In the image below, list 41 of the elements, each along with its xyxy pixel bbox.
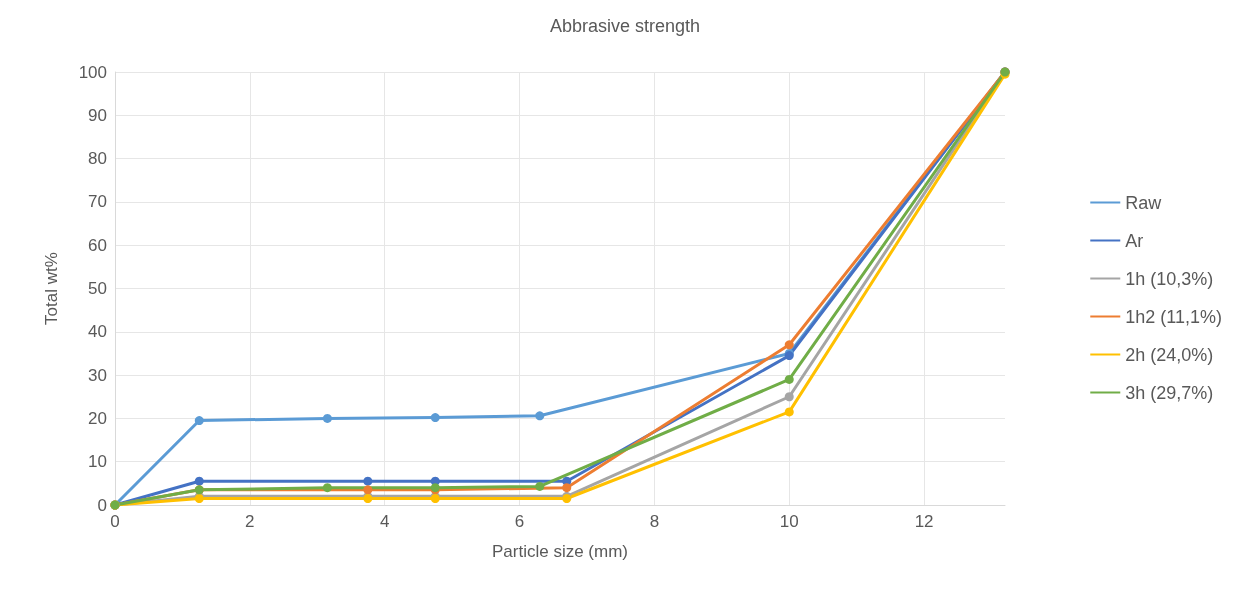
point — [430, 413, 440, 423]
legend-label: Ar — [1125, 230, 1144, 251]
y-tick-label: 100 — [78, 62, 107, 82]
x-tick-label: 0 — [110, 512, 120, 531]
y-tick-label: 70 — [88, 192, 107, 212]
y-tick-label: 90 — [88, 105, 107, 125]
y-tick-label: 40 — [88, 322, 107, 342]
y-tick-label: 10 — [88, 452, 107, 472]
x-tick-label: 2 — [245, 512, 255, 531]
y-tick-label: 0 — [97, 495, 107, 515]
point — [322, 413, 332, 423]
legend-label: 2h (24,0%) — [1125, 344, 1214, 365]
x-tick-label: 4 — [379, 512, 390, 531]
y-tick-label: 30 — [88, 365, 107, 385]
legend-label: 1h (10,3%) — [1125, 268, 1214, 289]
y-tick-label: 50 — [88, 279, 107, 298]
y-axis-title: Total wt% — [42, 252, 61, 325]
point — [784, 407, 794, 417]
y-tick-label: 60 — [88, 235, 107, 255]
legend-label: 1h2 (11,1%) — [1125, 306, 1223, 327]
x-tick-label: 6 — [514, 512, 525, 531]
y-tick-label: 80 — [88, 149, 107, 169]
x-tick-label: 10 — [779, 512, 799, 531]
point — [784, 392, 794, 402]
x-tick-label: 8 — [649, 512, 660, 531]
point — [322, 483, 332, 493]
point — [784, 374, 794, 384]
chart-title: Abbrasive strength — [549, 16, 701, 36]
point — [535, 481, 545, 491]
x-tick-label: 12 — [914, 512, 934, 531]
point — [363, 476, 373, 486]
point — [194, 476, 204, 486]
point — [784, 340, 794, 350]
x-axis-title: Particle size (mm) — [491, 542, 629, 561]
legend-label: Raw — [1125, 192, 1163, 213]
point — [194, 416, 204, 426]
legend-label: 3h (29,7%) — [1125, 382, 1214, 403]
point — [562, 483, 572, 493]
point — [363, 485, 373, 495]
point — [535, 411, 545, 421]
y-tick-label: 20 — [88, 408, 107, 428]
